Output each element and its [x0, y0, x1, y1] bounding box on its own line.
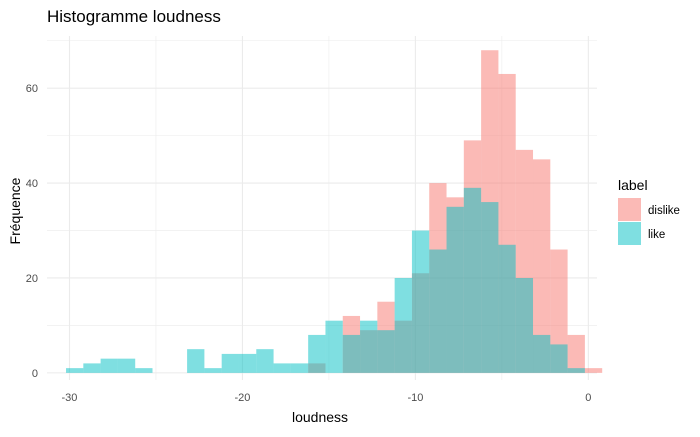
y-tick-label: 0	[32, 368, 38, 380]
x-tick-label: -10	[407, 392, 423, 404]
bar-like	[498, 244, 516, 373]
bar-dislike	[550, 249, 568, 373]
bar-like	[290, 363, 309, 373]
bar-like	[187, 349, 205, 373]
bar-like	[342, 334, 361, 373]
y-tick-label: 60	[26, 83, 38, 95]
bar-like	[308, 334, 326, 373]
bar-like	[100, 358, 118, 373]
series-like-bars	[66, 187, 585, 373]
bar-like	[325, 320, 343, 373]
y-axis-title: Fréquence	[7, 177, 23, 244]
x-axis-ticks: -30 -20 -10 0	[62, 392, 592, 404]
chart-title: Histogramme loudness	[47, 7, 221, 26]
bar-like	[204, 368, 222, 373]
legend-key-dislike	[618, 198, 641, 221]
legend-label-like: like	[648, 229, 665, 241]
legend-title: label	[618, 177, 648, 193]
x-tick-label: 0	[585, 392, 591, 404]
legend: label dislike like	[618, 177, 680, 245]
x-axis-title: loudness	[292, 409, 348, 425]
x-tick-label: -30	[62, 392, 78, 404]
bar-like	[567, 368, 585, 373]
bar-like	[117, 358, 136, 373]
bar-like	[66, 368, 84, 373]
bar-like	[550, 344, 568, 373]
bar-like	[481, 202, 499, 373]
x-tick-label: -20	[234, 392, 250, 404]
bar-dislike	[584, 368, 603, 373]
bar-like	[135, 368, 153, 373]
y-tick-label: 40	[26, 178, 38, 190]
bar-like	[360, 320, 378, 373]
bar-like	[377, 330, 395, 373]
bar-like	[429, 249, 447, 373]
bar-like	[515, 277, 534, 373]
bar-like	[533, 334, 551, 373]
legend-label-dislike: dislike	[648, 205, 680, 217]
y-tick-label: 20	[26, 273, 38, 285]
bar-like	[221, 353, 239, 373]
bar-like	[411, 230, 430, 373]
bar-like	[256, 349, 274, 373]
bar-like	[446, 206, 464, 373]
bar-like	[273, 363, 291, 373]
bar-like	[238, 353, 257, 373]
bar-like	[83, 363, 101, 373]
bar-like	[394, 277, 412, 373]
y-axis-ticks: 0 20 40 60	[26, 83, 38, 380]
legend-key-like	[618, 222, 641, 245]
bar-like	[463, 187, 482, 373]
bar-dislike	[533, 159, 551, 373]
bar-dislike	[567, 334, 585, 373]
